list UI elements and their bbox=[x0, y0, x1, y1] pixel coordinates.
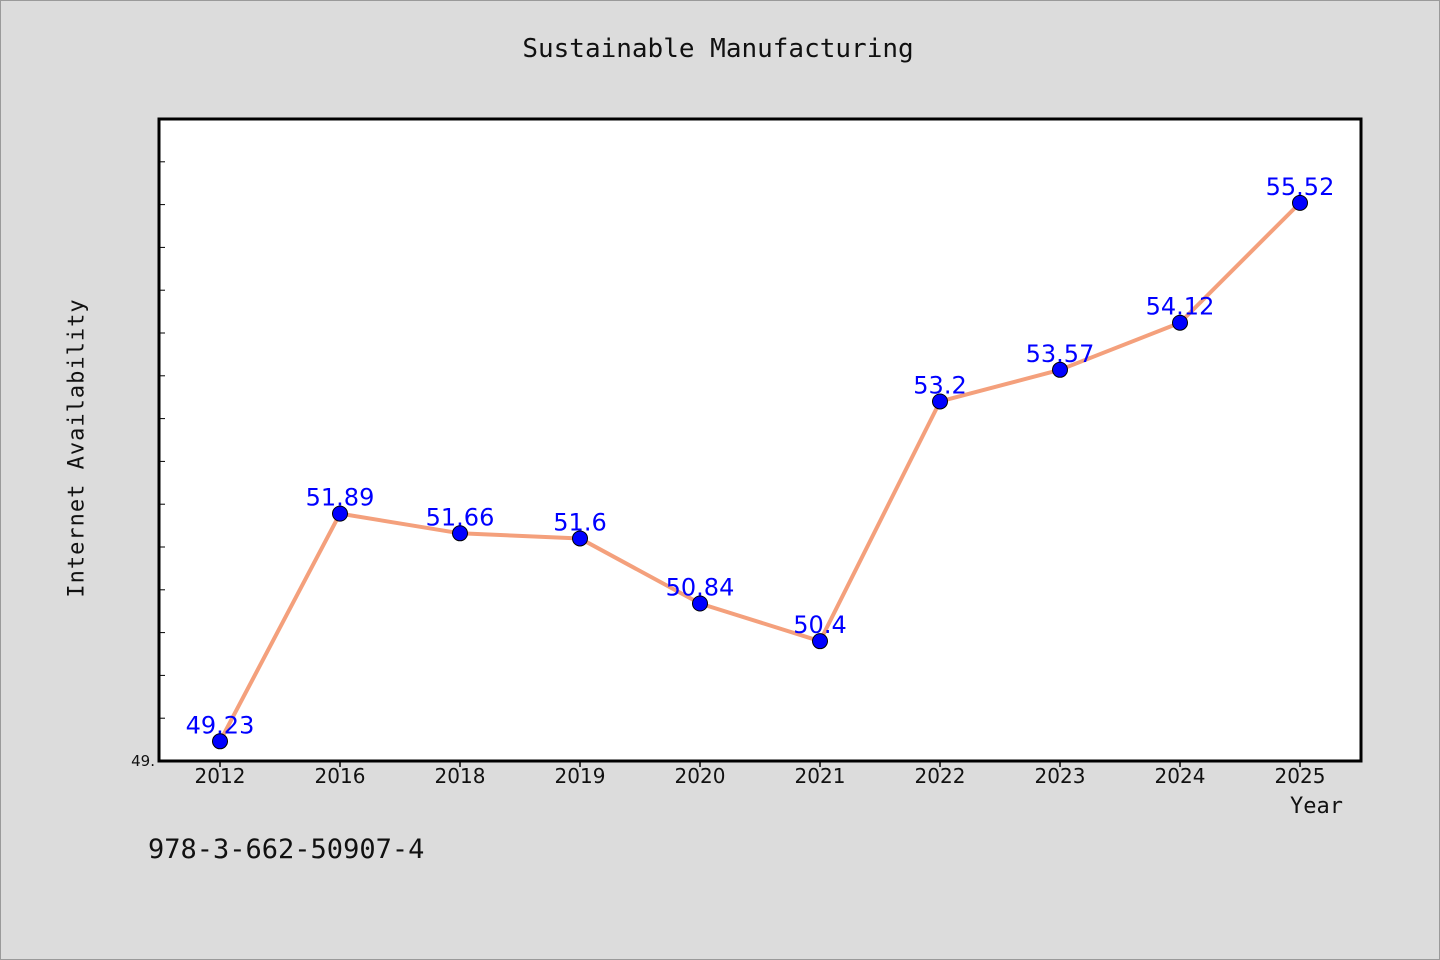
x-axis-label: Year bbox=[1290, 794, 1343, 819]
data-label: 53.2 bbox=[913, 371, 966, 399]
y-axis-label: Internet Availability bbox=[64, 298, 90, 598]
data-point bbox=[1172, 314, 1188, 331]
data-point bbox=[812, 633, 828, 650]
isbn-footnote: 978-3-662-50907-4 bbox=[148, 834, 425, 865]
data-point bbox=[212, 733, 228, 750]
data-point bbox=[692, 595, 708, 612]
data-label: 55.52 bbox=[1266, 173, 1335, 201]
data-point bbox=[572, 530, 588, 547]
data-point bbox=[452, 525, 468, 542]
x-tick-label: 2022 bbox=[915, 764, 966, 788]
plot-frame bbox=[157, 117, 1363, 763]
data-label: 54.12 bbox=[1146, 293, 1215, 321]
data-label: 53.57 bbox=[1026, 340, 1095, 368]
series-line bbox=[218, 201, 1302, 743]
data-label: 51.89 bbox=[306, 484, 375, 512]
data-label: 50.84 bbox=[666, 573, 735, 601]
x-tick-label: 2024 bbox=[1155, 764, 1206, 788]
x-tick-label: 2018 bbox=[435, 764, 486, 788]
data-point bbox=[1052, 361, 1068, 378]
data-point bbox=[932, 393, 948, 410]
chart-title: Sustainable Manufacturing bbox=[522, 34, 914, 64]
x-tick-label: 2021 bbox=[795, 764, 846, 788]
data-point bbox=[332, 505, 348, 522]
data-label: 49.23 bbox=[186, 711, 255, 739]
y-tick-label: 49. bbox=[131, 752, 155, 770]
x-tick-label: 2023 bbox=[1035, 764, 1086, 788]
data-label: 51.6 bbox=[553, 508, 606, 536]
x-tick-label: 2020 bbox=[675, 764, 726, 788]
x-tick-label: 2016 bbox=[315, 764, 366, 788]
x-tick-label: 2019 bbox=[555, 764, 606, 788]
data-label: 50.4 bbox=[793, 611, 846, 639]
data-label: 51.66 bbox=[426, 503, 495, 531]
x-tick-label: 2012 bbox=[195, 764, 246, 788]
x-tick-label: 2025 bbox=[1275, 764, 1326, 788]
data-point bbox=[1292, 194, 1308, 211]
